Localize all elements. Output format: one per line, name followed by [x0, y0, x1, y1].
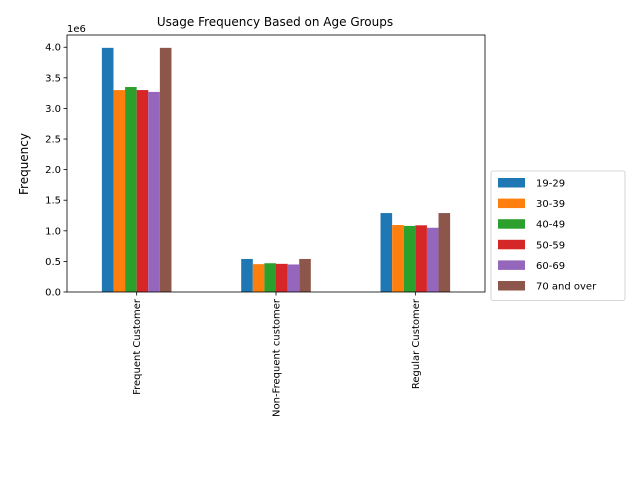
bar: [253, 264, 265, 292]
bar: [392, 225, 404, 292]
bar: [381, 213, 393, 292]
legend-swatch: [498, 199, 525, 209]
bar: [160, 48, 172, 292]
bar: [415, 225, 427, 292]
legend-label: 50-59: [536, 240, 565, 251]
legend-swatch: [498, 260, 525, 270]
legend-label: 30-39: [536, 199, 565, 210]
bar: [125, 87, 137, 292]
bar: [137, 90, 149, 292]
y-tick-label: 3.5: [45, 73, 61, 84]
legend-swatch: [498, 178, 525, 188]
bar: [148, 92, 160, 292]
legend: 19-29 30-39 40-49 50-59 60-69 70 and over: [491, 171, 625, 301]
x-tick-label: Frequent Customer: [132, 298, 143, 395]
y-tick-label: 0.5: [45, 257, 61, 268]
bar: [102, 48, 114, 292]
y-tick-label: 0.0: [45, 288, 61, 299]
bar: [288, 264, 300, 292]
bar: [241, 259, 253, 292]
legend-label: 60-69: [536, 261, 565, 272]
y-tick-label: 1.5: [45, 196, 61, 207]
y-tick-label: 1.0: [45, 226, 61, 237]
y-tick-label: 2.5: [45, 135, 61, 146]
bar: [276, 264, 288, 292]
bar: [299, 259, 311, 292]
bar: [264, 263, 276, 292]
legend-label: 40-49: [536, 220, 565, 231]
y-axis-label: Frequency: [17, 133, 31, 195]
y-scale-note: 1e6: [67, 24, 86, 35]
plot-area: 0.0 0.5 1.0 1.5 2.0 2.5 3.0 3.5 4.0 Frequent Cust…: [45, 35, 485, 417]
y-tick-label: 4.0: [45, 43, 61, 54]
legend-swatch: [498, 281, 525, 291]
x-tick-label: Non-Frequent customer: [272, 298, 283, 417]
bar: [404, 226, 416, 292]
bar: [439, 213, 451, 292]
legend-label: 19-29: [536, 179, 565, 190]
y-tick-label: 2.0: [45, 165, 61, 176]
legend-swatch: [498, 240, 525, 250]
legend-swatch: [498, 219, 525, 229]
bar: [113, 90, 125, 292]
chart-title: Usage Frequency Based on Age Groups: [157, 15, 393, 29]
bar: [427, 228, 439, 292]
y-tick-label: 3.0: [45, 104, 61, 115]
x-tick-label: Regular Customer: [411, 298, 422, 389]
legend-label: 70 and over: [536, 282, 597, 293]
